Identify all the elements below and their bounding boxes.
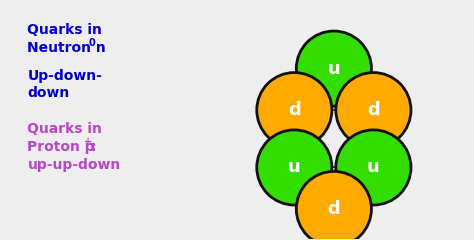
Text: Neutron n: Neutron n (27, 41, 106, 55)
Circle shape (257, 130, 332, 205)
Circle shape (296, 31, 372, 106)
Text: d: d (367, 101, 380, 119)
Text: u: u (367, 158, 380, 176)
Text: +: + (84, 137, 92, 147)
Text: d: d (328, 200, 340, 218)
Text: Quarks in: Quarks in (27, 23, 102, 37)
Text: Quarks in: Quarks in (27, 122, 102, 136)
Circle shape (336, 72, 411, 148)
Text: d: d (288, 101, 301, 119)
Text: Up-down-: Up-down- (27, 69, 102, 83)
Text: Proton p: Proton p (27, 140, 95, 154)
Text: u: u (288, 158, 301, 176)
Text: u: u (328, 60, 340, 78)
Circle shape (257, 72, 332, 148)
Circle shape (296, 171, 372, 240)
Text: down: down (27, 86, 70, 100)
Text: :: : (91, 140, 96, 154)
Circle shape (336, 130, 411, 205)
Text: 0: 0 (89, 38, 95, 48)
Text: up-up-down: up-up-down (27, 158, 121, 172)
